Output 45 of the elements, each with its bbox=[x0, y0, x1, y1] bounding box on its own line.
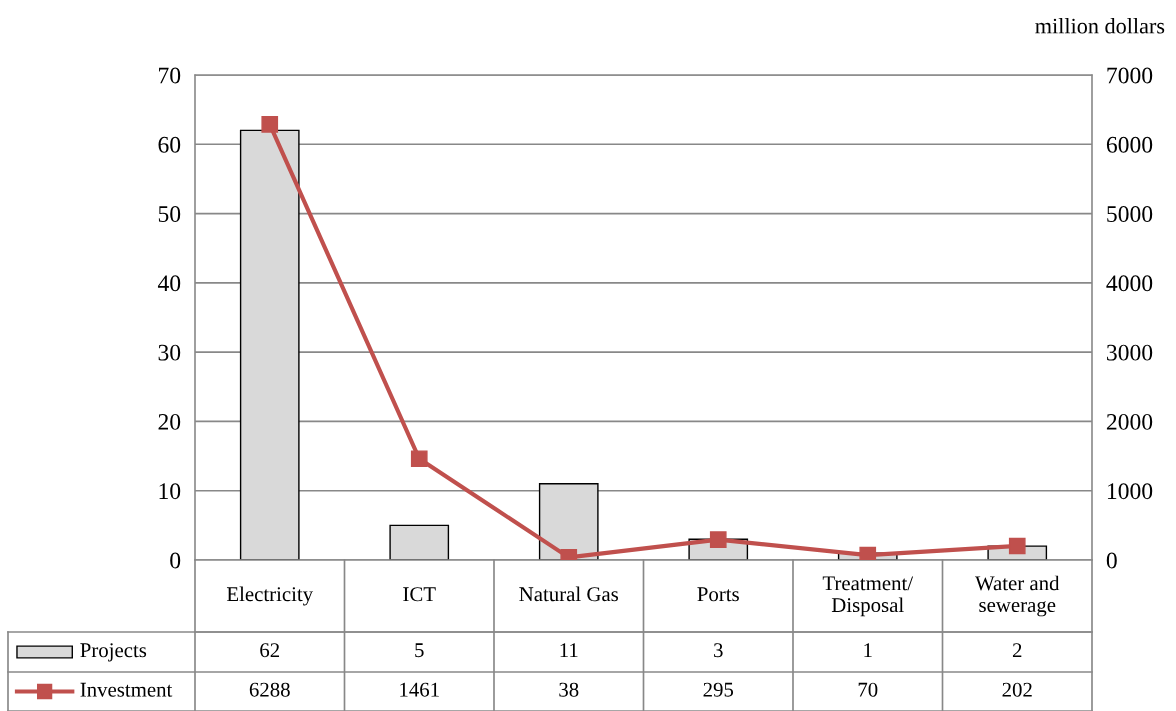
data-label: 62 bbox=[260, 643, 280, 658]
data-label: 1461 bbox=[400, 682, 439, 697]
y2-axis-title: million dollars bbox=[1035, 17, 1165, 34]
y2-tick-label: 6000 bbox=[1106, 136, 1153, 153]
point bbox=[709, 531, 727, 548]
y-tick-label: 50 bbox=[158, 206, 181, 222]
y2-tick-label: 1000 bbox=[1107, 483, 1153, 500]
y2-tick-label: 0 bbox=[1106, 552, 1117, 569]
point bbox=[261, 115, 279, 133]
y2-tick-label: 5000 bbox=[1107, 206, 1153, 222]
y2-tick-label: 7000 bbox=[1107, 67, 1153, 84]
legend-label: Investment bbox=[80, 682, 173, 697]
x-tick-label: Natural Gas bbox=[519, 586, 619, 602]
bar bbox=[389, 524, 450, 560]
data-label: 6288 bbox=[249, 682, 290, 697]
x-tick-label: ICT bbox=[403, 587, 436, 602]
bar bbox=[239, 129, 300, 560]
y-tick-label: 60 bbox=[158, 136, 181, 153]
data-label: 38 bbox=[559, 682, 579, 697]
y2-tick-label: 3000 bbox=[1107, 344, 1153, 361]
y-tick-label: 40 bbox=[157, 275, 181, 292]
x-tick-label: Water and sewerage bbox=[975, 575, 1060, 617]
data-label: 5 bbox=[415, 643, 424, 658]
point bbox=[410, 450, 428, 468]
point bbox=[859, 546, 877, 560]
y-tick-label: 10 bbox=[159, 483, 181, 500]
x-tick-label: Electricity bbox=[226, 586, 314, 606]
data-label: 3 bbox=[714, 643, 723, 658]
y2-tick-label: 2000 bbox=[1106, 413, 1153, 430]
data-label: 70 bbox=[858, 682, 878, 697]
data-label: 295 bbox=[703, 682, 734, 697]
data-label: 1 bbox=[864, 643, 872, 658]
x-tick-label: Ports bbox=[697, 587, 739, 602]
y-tick-label: 0 bbox=[170, 552, 181, 569]
data-label: 202 bbox=[1002, 682, 1032, 697]
y2-tick-label: 4000 bbox=[1106, 275, 1153, 292]
y-tick-label: 30 bbox=[158, 344, 181, 361]
x-tick-label: Treatment/ Disposal bbox=[822, 576, 914, 617]
bar bbox=[538, 483, 599, 560]
data-label: 11 bbox=[560, 643, 578, 658]
legend-label: Projects bbox=[80, 643, 147, 662]
y-tick-label: 20 bbox=[158, 413, 181, 430]
data-label: 2 bbox=[1012, 643, 1022, 658]
point bbox=[1008, 537, 1026, 555]
y-tick-label: 70 bbox=[159, 67, 181, 84]
